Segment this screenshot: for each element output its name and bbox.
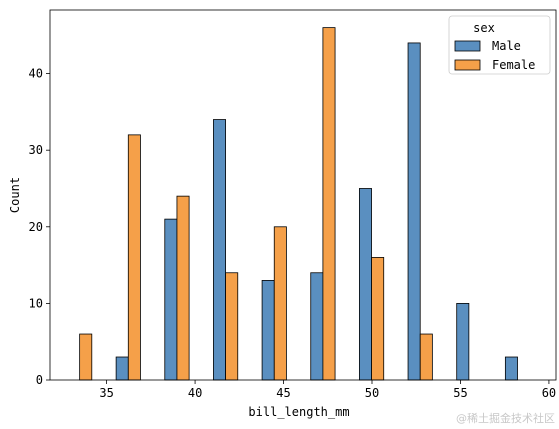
bar-female-bin-2: [176, 195, 190, 381]
x-tick-label: 35: [99, 386, 113, 400]
bar-male-bin-4: [261, 280, 275, 381]
bar-male-bin-1: [115, 356, 129, 381]
x-tick-label: 55: [453, 386, 467, 400]
legend-title: sex: [473, 21, 495, 35]
y-tick-label: 40: [29, 67, 43, 81]
x-axis-ticks: 35 40 45 50 55 60: [99, 380, 556, 400]
bar-male-bin-6: [358, 188, 372, 381]
x-tick-label: 45: [276, 386, 290, 400]
y-tick-label: 0: [36, 373, 43, 387]
bar-male-bin-2: [164, 218, 178, 381]
y-axis-label: Count: [8, 177, 22, 213]
axes-layer: [49, 9, 557, 381]
legend-swatch-male: [454, 40, 481, 52]
bars-layer: [79, 27, 518, 381]
bar-female-bin-6: [371, 257, 385, 381]
y-tick-label: 20: [29, 220, 43, 234]
bar-female-bin-3: [225, 272, 239, 381]
bar-female-bin-0: [79, 333, 93, 381]
bar-female-bin-1: [127, 134, 141, 381]
bar-male-bin-8: [456, 302, 470, 381]
bar-female-bin-7: [419, 333, 433, 381]
watermark: @稀土掘金技术社区: [456, 412, 555, 425]
bar-female-bin-4: [273, 226, 287, 381]
y-axis-ticks: 0 10 20 30 40: [29, 67, 50, 387]
x-tick-label: 50: [365, 386, 379, 400]
legend-label-female: Female: [492, 58, 535, 72]
x-tick-label: 60: [542, 386, 556, 400]
x-axis-label: bill_length_mm: [248, 405, 349, 419]
legend-box: [448, 15, 551, 75]
bar-female-bin-5: [322, 27, 336, 381]
bar-male-bin-7: [407, 42, 421, 381]
bar-male-bin-3: [213, 119, 226, 381]
y-tick-label: 30: [29, 143, 43, 157]
plot-frame: [49, 9, 557, 381]
y-tick-label: 10: [29, 296, 43, 310]
x-tick-label: 40: [188, 386, 202, 400]
bar-male-bin-9: [504, 356, 518, 381]
bar-male-bin-5: [310, 272, 324, 381]
legend-label-male: Male: [492, 39, 521, 53]
legend-swatch-female: [454, 59, 481, 71]
legend: sex Male Female: [448, 15, 551, 75]
